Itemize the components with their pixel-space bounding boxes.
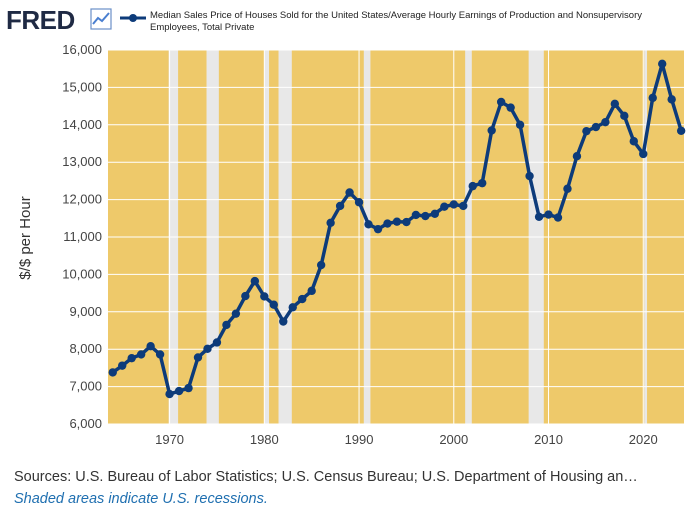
data-point [506, 103, 515, 112]
data-point [345, 188, 354, 197]
legend-label-line1: Median Sales Price of Houses Sold for th… [150, 10, 642, 21]
data-point [667, 95, 676, 104]
data-point [260, 292, 269, 301]
y-tick-label: 14,000 [62, 117, 102, 132]
data-point [279, 317, 288, 326]
data-point [449, 200, 458, 209]
y-tick-label: 15,000 [62, 79, 102, 94]
data-point [298, 294, 307, 304]
data-point [288, 303, 297, 312]
data-point [639, 149, 648, 159]
data-point [127, 353, 136, 363]
data-point [241, 291, 250, 301]
data-point [184, 383, 193, 393]
data-point [648, 93, 657, 103]
data-point [440, 202, 449, 211]
x-tick-label: 1980 [250, 432, 279, 447]
data-point [515, 120, 525, 129]
data-point [231, 309, 241, 318]
data-point [203, 344, 212, 354]
data-point [392, 217, 402, 226]
data-point [335, 201, 345, 211]
data-point [250, 276, 260, 286]
data-point [658, 59, 667, 69]
data-point [373, 224, 383, 234]
data-point [496, 97, 506, 107]
legend-line-marker [120, 14, 146, 22]
y-axis-label: $/$ per Hour [17, 196, 34, 279]
y-tick-label: 10,000 [62, 266, 102, 281]
data-point [364, 220, 373, 229]
y-tick-label: 7,000 [69, 379, 102, 394]
data-point [629, 137, 638, 146]
y-tick-label: 9,000 [69, 304, 102, 319]
data-point [620, 111, 629, 121]
x-tick-label: 2000 [439, 432, 468, 447]
data-point [326, 218, 335, 227]
data-point [468, 181, 477, 191]
data-point [165, 389, 174, 399]
data-point [487, 126, 496, 135]
data-point [676, 126, 686, 135]
y-tick-label: 13,000 [62, 154, 102, 169]
data-point [307, 286, 316, 296]
data-point [525, 171, 534, 181]
data-point [572, 152, 582, 161]
data-point [430, 209, 440, 219]
y-tick-label: 11,000 [63, 229, 102, 244]
legend-label-line2: Employees, Total Private [150, 22, 255, 33]
data-point [610, 99, 620, 109]
x-tick-label: 2010 [534, 432, 563, 447]
data-point [544, 210, 553, 219]
data-point [478, 178, 487, 188]
data-point [222, 320, 231, 330]
data-point [136, 350, 146, 359]
x-tick-label: 1990 [345, 432, 374, 447]
data-point [383, 219, 392, 228]
data-point [582, 126, 591, 136]
trend-line-icon [90, 8, 112, 30]
data-point [118, 361, 127, 370]
y-tick-label: 12,000 [62, 192, 102, 207]
x-tick-label: 2020 [629, 432, 658, 447]
data-point [316, 260, 326, 270]
y-tick-label: 16,000 [62, 42, 102, 57]
data-point [601, 117, 610, 127]
data-point [212, 338, 222, 347]
y-tick-label: 6,000 [69, 416, 102, 431]
recession-note: Shaded areas indicate U.S. recessions. [14, 491, 268, 507]
data-point [563, 184, 572, 193]
legend-label: Median Sales Price of Houses Sold for th… [150, 10, 642, 34]
data-point [146, 342, 155, 351]
x-tick-label: 1970 [155, 432, 184, 447]
data-point [155, 350, 165, 359]
data-point [459, 201, 468, 211]
data-point [402, 217, 411, 227]
y-tick-label: 8,000 [69, 341, 102, 356]
data-point [411, 210, 421, 220]
data-point [174, 386, 184, 396]
data-point [421, 211, 430, 221]
data-point [591, 122, 601, 132]
fred-logo: FRED [6, 5, 75, 35]
source-text: Sources: U.S. Bureau of Labor Statistics… [14, 469, 638, 485]
data-point [193, 353, 203, 362]
data-point [534, 212, 544, 222]
line-chart: 6,000 7,000 8,000 9,000 10,000 11,000 12,000 13… [17, 42, 686, 447]
data-point [354, 198, 364, 207]
data-point [269, 300, 278, 309]
data-point [108, 368, 117, 377]
data-point [553, 213, 563, 222]
